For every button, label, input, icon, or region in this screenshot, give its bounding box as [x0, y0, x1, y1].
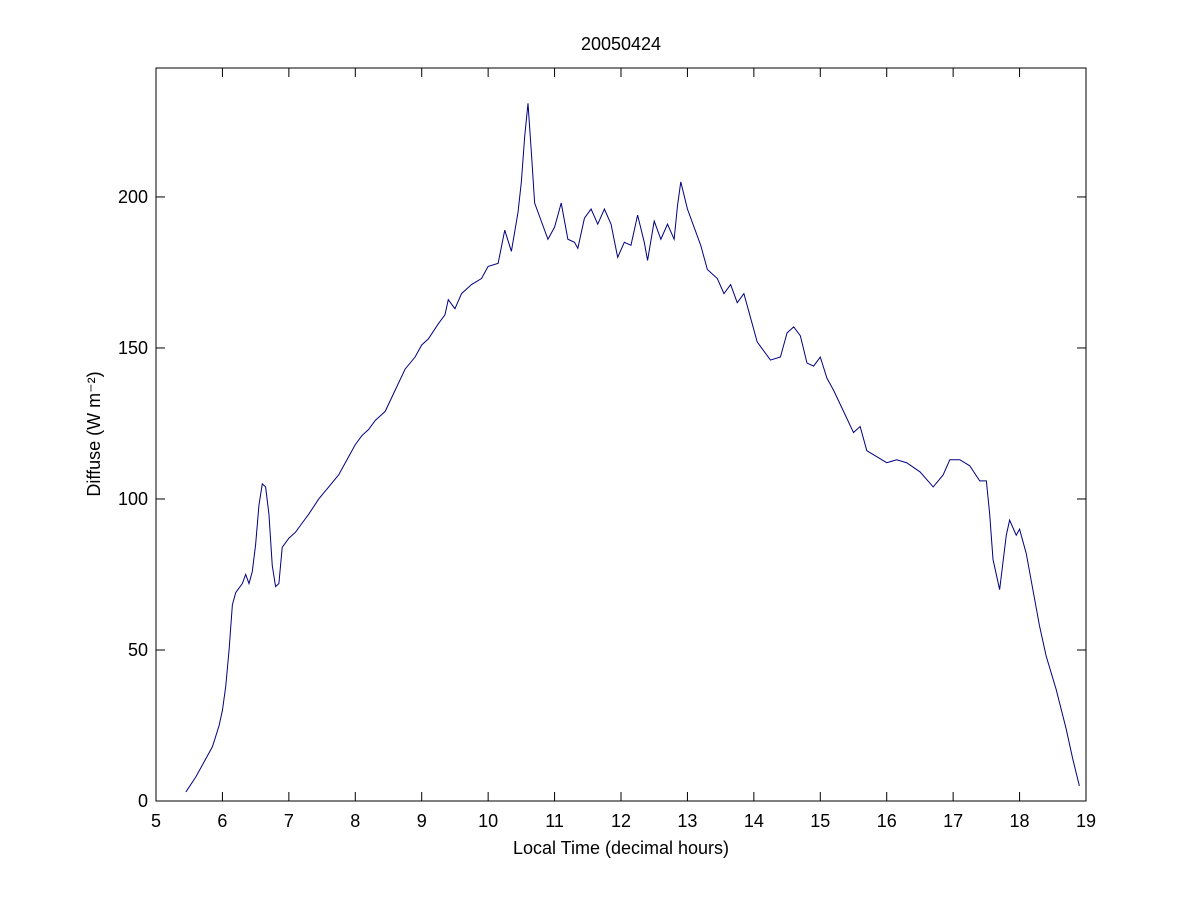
y-axis-label: Diffuse (W m⁻²) [84, 371, 104, 496]
x-tick-label: 8 [350, 811, 360, 831]
x-tick-label: 11 [545, 811, 564, 831]
x-tick-label: 18 [1010, 811, 1030, 831]
chart-title: 20050424 [581, 34, 661, 54]
x-tick-label: 17 [943, 811, 963, 831]
x-tick-label: 19 [1076, 811, 1096, 831]
y-tick-label: 200 [118, 187, 148, 207]
y-tick-label: 0 [138, 791, 148, 811]
x-tick-label: 6 [217, 811, 227, 831]
x-tick-label: 13 [677, 811, 697, 831]
x-tick-label: 9 [417, 811, 427, 831]
y-tick-label: 150 [118, 338, 148, 358]
data-line [185, 103, 1080, 793]
plot-frame [155, 67, 1087, 802]
x-tick-label: 5 [151, 811, 161, 831]
x-tick-label: 7 [284, 811, 294, 831]
x-tick-label: 15 [810, 811, 830, 831]
y-tick-label: 100 [118, 489, 148, 509]
x-tick-label: 16 [877, 811, 897, 831]
x-tick-label: 10 [478, 811, 498, 831]
x-axis-label: Local Time (decimal hours) [513, 838, 729, 858]
x-tick-label: 12 [611, 811, 631, 831]
y-tick-label: 50 [128, 640, 148, 660]
x-tick-label: 14 [744, 811, 764, 831]
